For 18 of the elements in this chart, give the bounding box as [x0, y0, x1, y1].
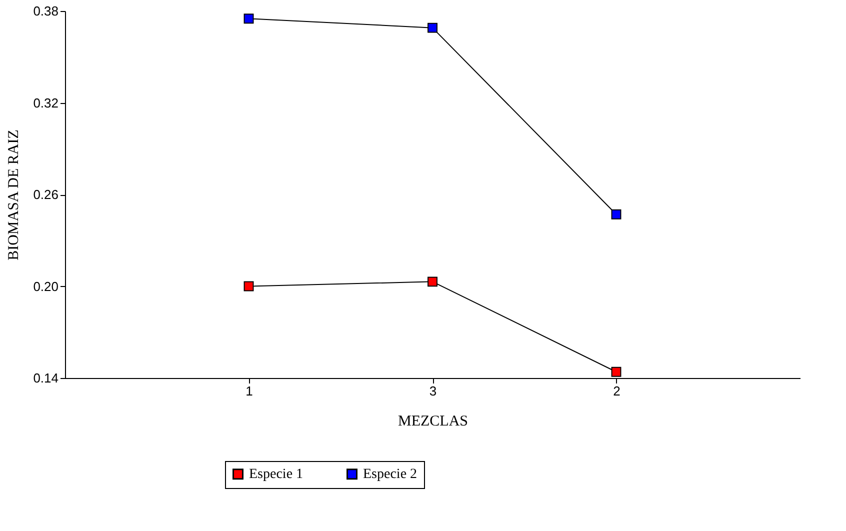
point: [611, 366, 622, 377]
x-tick-label: 3: [429, 384, 437, 398]
legend-label: Especie 1: [249, 467, 304, 482]
x-axis-title: MEZCLAS: [398, 414, 468, 430]
y-axis-title: BIOMASA DE RAIZ: [6, 130, 22, 260]
y-tick-label: 0.32: [33, 95, 58, 110]
x-tick-label: 1: [246, 384, 253, 398]
y-tick-label: 0.20: [33, 278, 58, 294]
x-tick-label: 2: [613, 384, 620, 398]
legend-label: Especie 2: [363, 467, 418, 482]
point: [244, 14, 254, 24]
y-tick-label: 0.26: [33, 187, 58, 202]
y-tick-label: 0.14: [33, 370, 58, 386]
point: [611, 209, 622, 220]
point: [428, 22, 438, 33]
point: [428, 276, 438, 287]
point: [244, 281, 254, 292]
y-tick-label: 0.38: [33, 4, 58, 18]
